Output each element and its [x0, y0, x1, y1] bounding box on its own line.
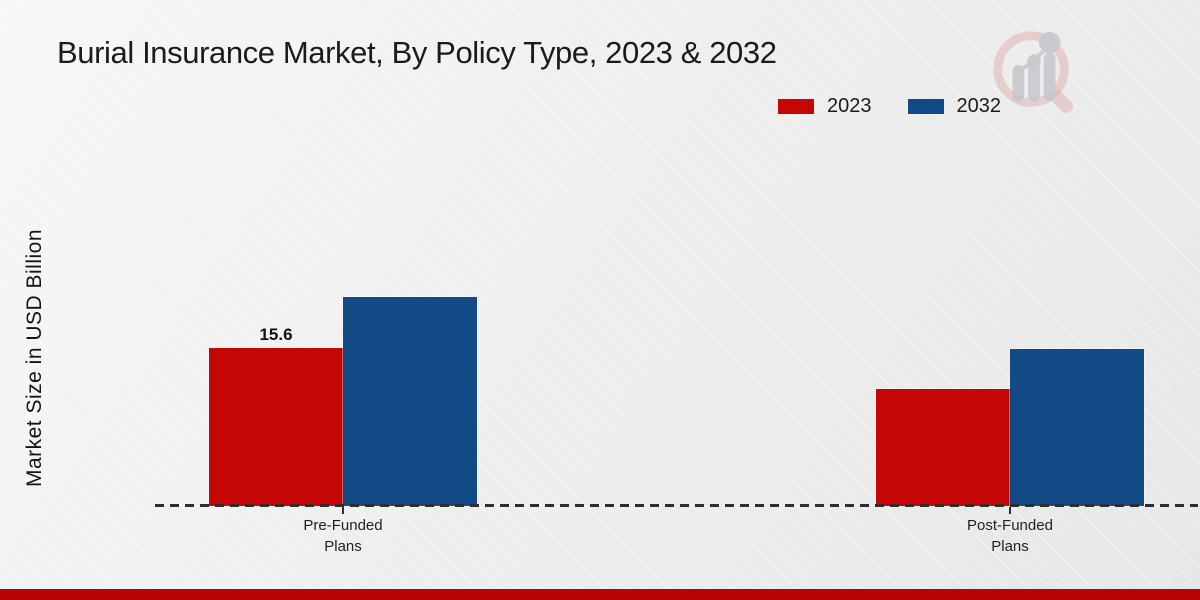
legend: 2023 2032 [778, 95, 1001, 118]
bar-2032-2 [1010, 349, 1144, 506]
legend-label: 2032 [956, 95, 1002, 117]
legend-label: 2023 [827, 95, 872, 117]
category-label: Pre-Funded Plans [303, 517, 383, 555]
bar-2023-1 [209, 348, 343, 506]
chart-title: Burial Insurance Market, By Policy Type,… [57, 35, 777, 70]
legend-item-2023: 2023 [778, 95, 872, 118]
x-axis-baseline [155, 504, 1198, 507]
legend-swatch-2032 [907, 99, 944, 114]
category-label: Post-Funded Plans [967, 517, 1053, 555]
bar-2023-2 [876, 389, 1010, 506]
legend-item-2032: 2032 [907, 95, 1002, 118]
axis-tick [342, 507, 344, 514]
data-label: 15.6 [259, 325, 293, 344]
magnifier-growth-chart-icon [993, 31, 1074, 113]
footer-accent-bar [0, 589, 1200, 600]
bar-2032-1 [343, 297, 477, 506]
legend-swatch-2023 [778, 99, 814, 114]
axis-tick [1009, 507, 1011, 514]
